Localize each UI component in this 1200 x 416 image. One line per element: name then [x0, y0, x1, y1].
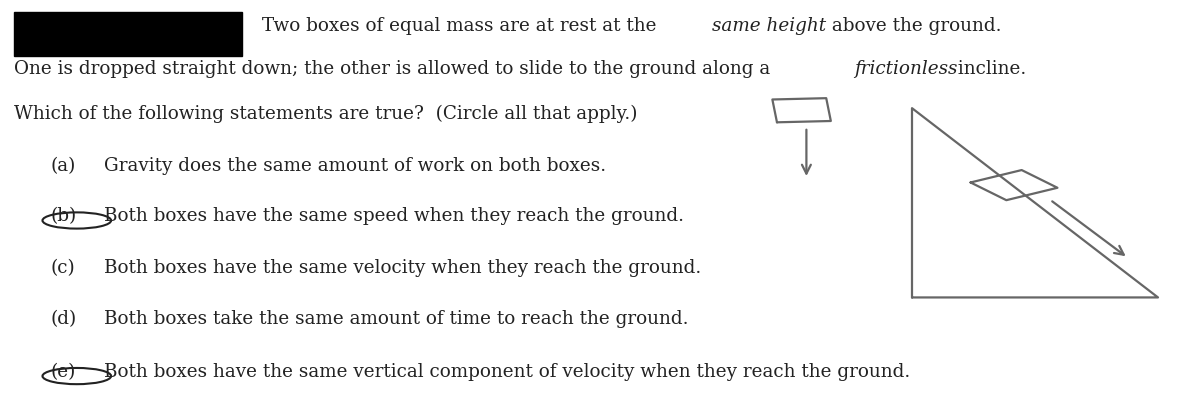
- Text: Gravity does the same amount of work on both boxes.: Gravity does the same amount of work on …: [104, 157, 606, 175]
- Text: same height: same height: [712, 17, 826, 35]
- Text: Both boxes have the same velocity when they reach the ground.: Both boxes have the same velocity when t…: [104, 259, 702, 277]
- Text: One is dropped straight down; the other is allowed to slide to the ground along : One is dropped straight down; the other …: [14, 60, 776, 78]
- Text: Both boxes have the same speed when they reach the ground.: Both boxes have the same speed when they…: [104, 207, 684, 225]
- Text: Which of the following statements are true?  (Circle all that apply.): Which of the following statements are tr…: [14, 105, 638, 123]
- Text: (d): (d): [50, 310, 77, 328]
- Text: frictionless: frictionless: [854, 60, 958, 78]
- Text: Both boxes have the same vertical component of velocity when they reach the grou: Both boxes have the same vertical compon…: [104, 363, 911, 381]
- Text: incline.: incline.: [952, 60, 1026, 78]
- Text: (e): (e): [50, 363, 76, 381]
- Text: (b): (b): [50, 207, 77, 225]
- Text: (a): (a): [50, 157, 76, 175]
- FancyBboxPatch shape: [14, 12, 242, 56]
- Text: above the ground.: above the ground.: [826, 17, 1001, 35]
- Text: Both boxes take the same amount of time to reach the ground.: Both boxes take the same amount of time …: [104, 310, 689, 328]
- Text: Two boxes of equal mass are at rest at the: Two boxes of equal mass are at rest at t…: [262, 17, 662, 35]
- Text: (c): (c): [50, 259, 76, 277]
